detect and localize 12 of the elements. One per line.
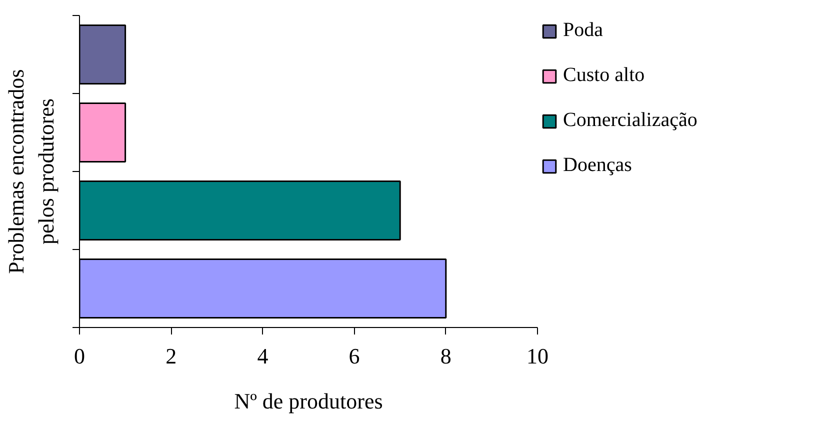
legend-label: Custo alto <box>563 64 645 87</box>
x-tick-label: 8 <box>440 344 452 368</box>
legend-label: Doenças <box>563 154 632 177</box>
x-axis-title: Nº de produtores <box>234 388 383 414</box>
legend-label: Poda <box>563 19 603 42</box>
x-tick-label: 6 <box>348 344 360 368</box>
x-tick-label: 2 <box>166 344 177 368</box>
x-tick-label: 4 <box>257 344 268 368</box>
x-tick-label: 0 <box>74 344 85 368</box>
x-tick-label: 10 <box>526 344 548 368</box>
legend-label: Comercialização <box>563 109 698 132</box>
y-axis-title: Problemas encontrados pelos produtores <box>4 69 58 274</box>
